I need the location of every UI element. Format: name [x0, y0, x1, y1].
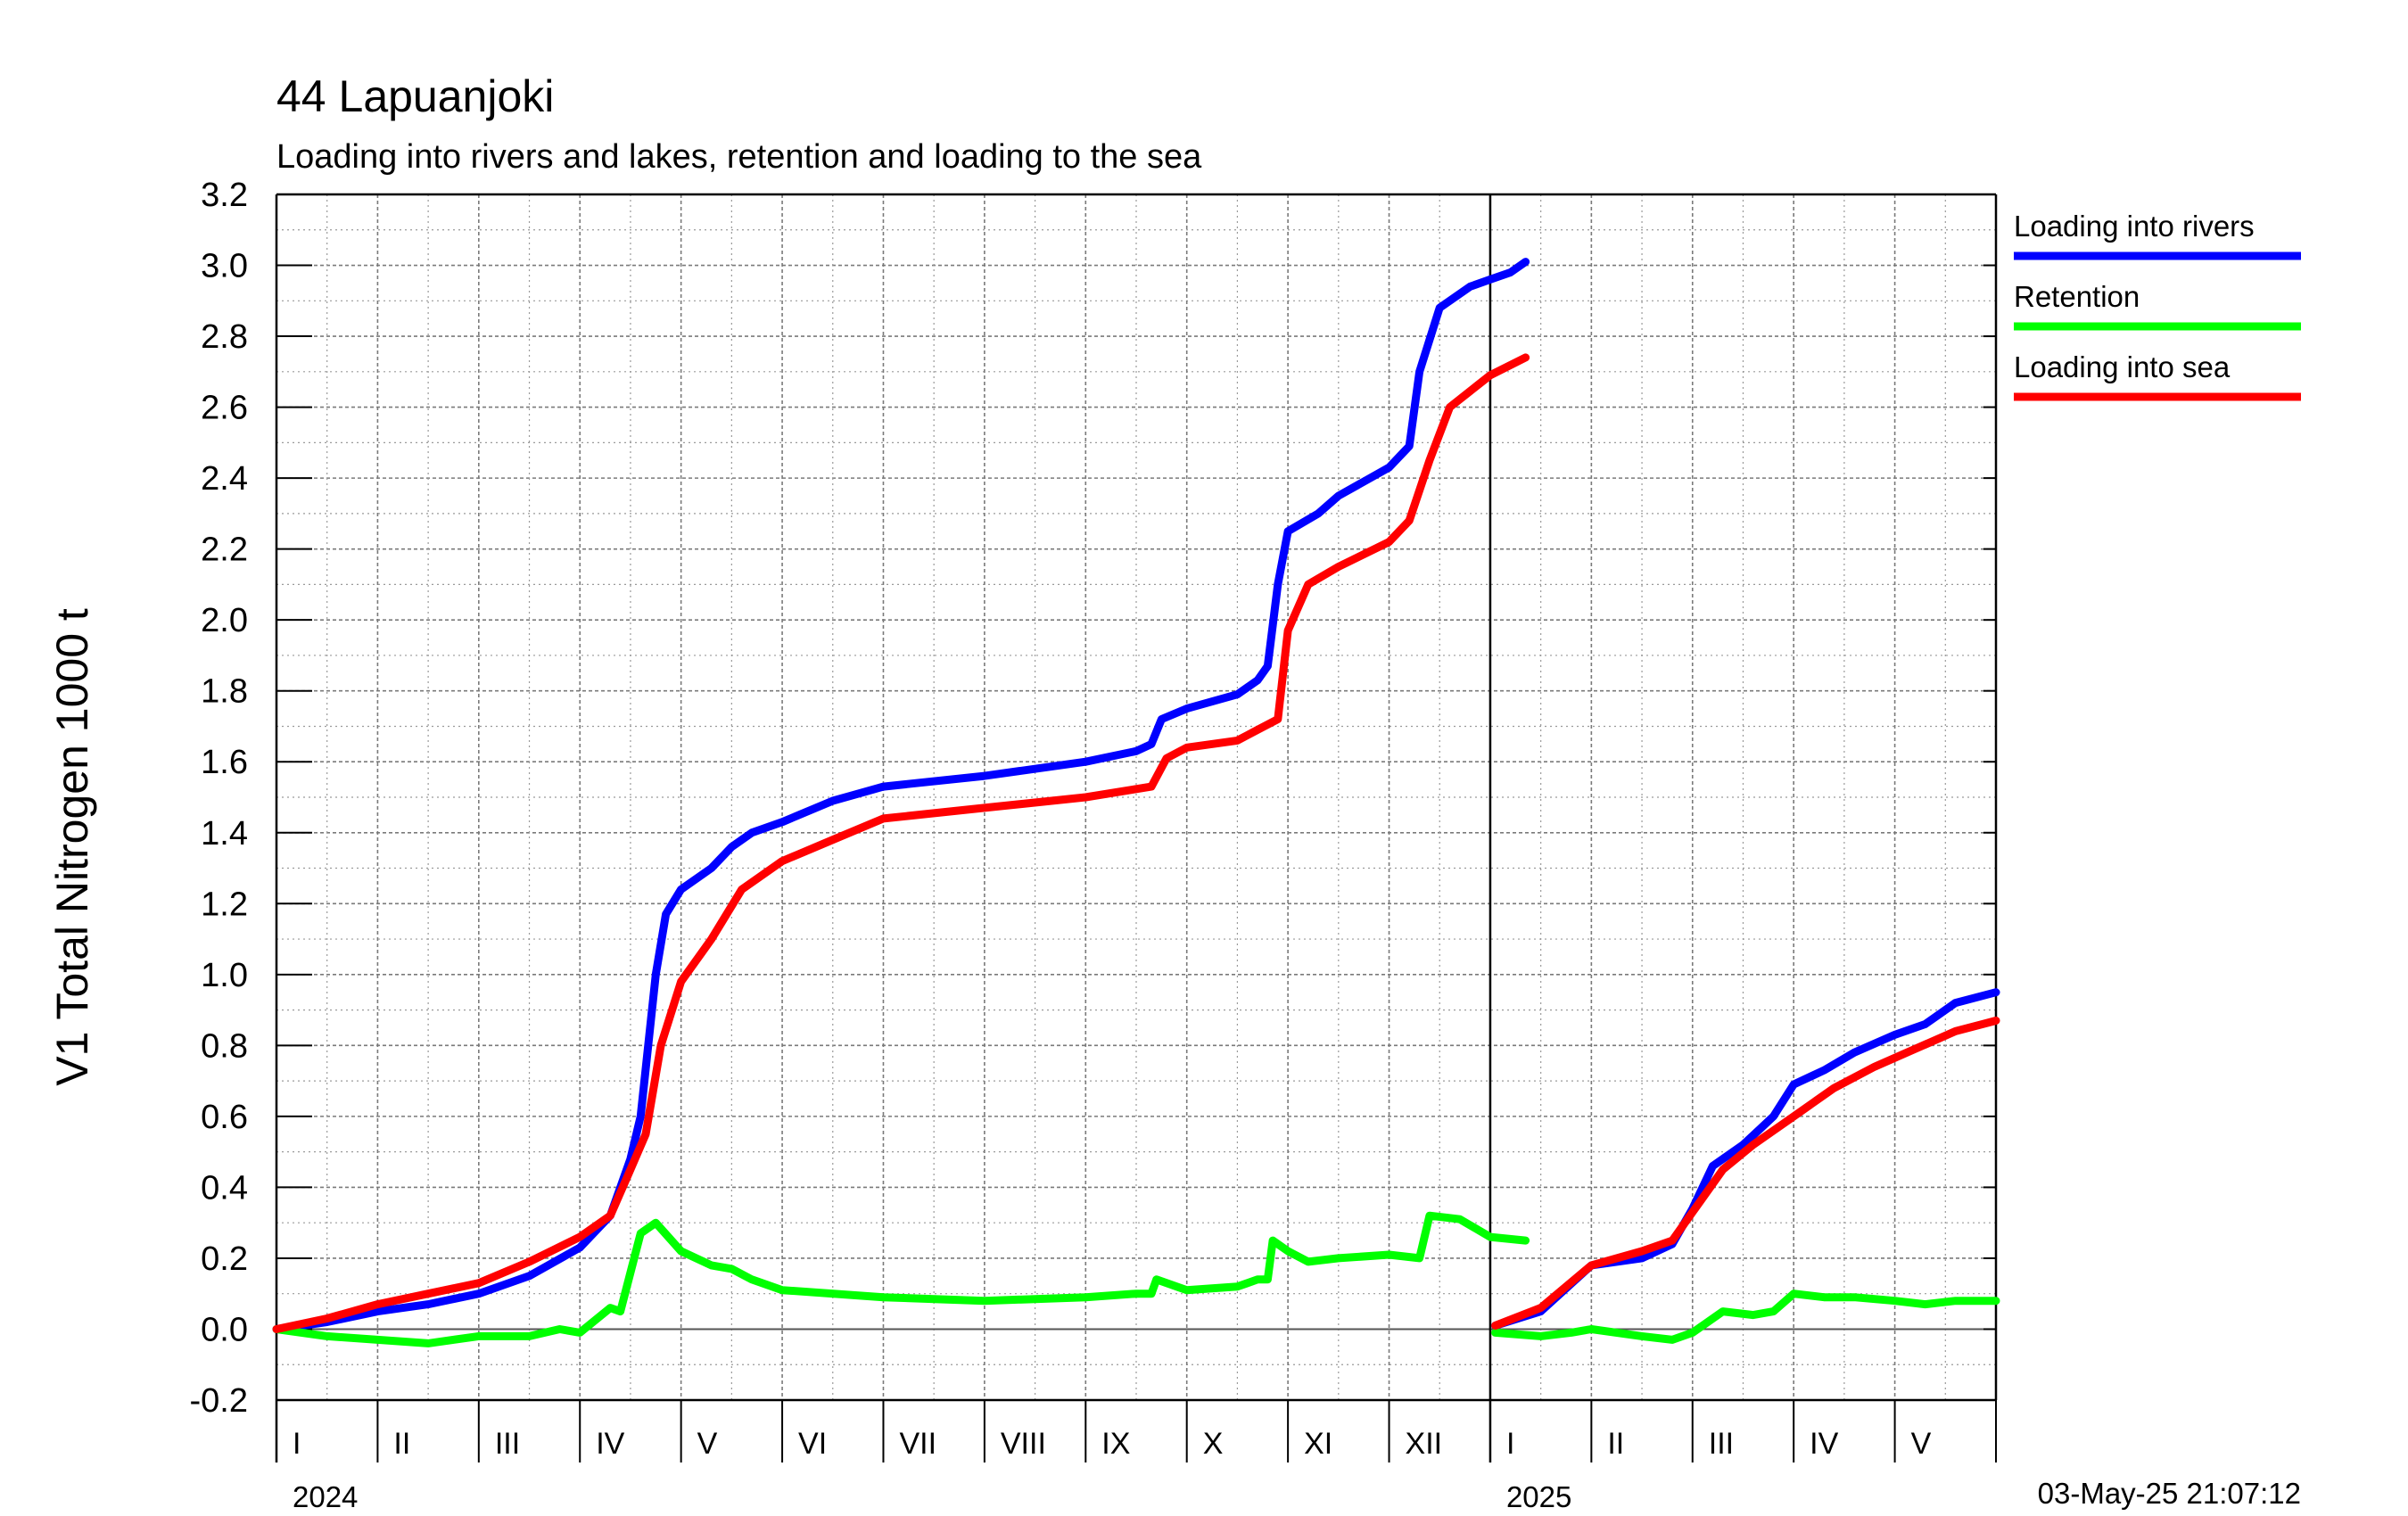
- y-tick-label: 0.8: [201, 1027, 248, 1065]
- series-lines: [272, 258, 2000, 1347]
- legend-label: Retention: [2014, 280, 2140, 313]
- month-label: III: [495, 1427, 520, 1461]
- month-label: I: [293, 1427, 301, 1461]
- month-label: XII: [1406, 1427, 1443, 1461]
- legend-label: Loading into rivers: [2014, 210, 2255, 243]
- month-label: IX: [1101, 1427, 1130, 1461]
- y-tick-label: 1.2: [201, 886, 248, 923]
- month-label: VIII: [1001, 1427, 1046, 1461]
- chart-subtitle: Loading into rivers and lakes, retention…: [276, 138, 1202, 176]
- month-label: V: [697, 1427, 718, 1461]
- month-label: III: [1709, 1427, 1734, 1461]
- y-tick-label: 1.8: [201, 673, 248, 711]
- month-label: II: [1607, 1427, 1624, 1461]
- y-tick-label: 3.2: [201, 177, 248, 214]
- series-line-loading-into-rivers-1: [272, 258, 1530, 1333]
- legend: Loading into rivers Retention Loading into…: [2014, 210, 2301, 401]
- series-line-retention-1: [272, 1211, 1530, 1347]
- series-line-retention-2: [1491, 1289, 2000, 1344]
- month-label: VII: [899, 1427, 936, 1461]
- month-label: VI: [798, 1427, 827, 1461]
- y-tick-label: 0.0: [201, 1311, 248, 1348]
- grid: [276, 194, 1996, 1401]
- y-axis-label: V1 Total Nitrogen 1000 t: [47, 608, 97, 1086]
- y-tick-label: 1.6: [201, 744, 248, 781]
- y-tick-label: 0.4: [201, 1169, 248, 1207]
- y-tick-label: 2.6: [201, 390, 248, 427]
- year-label: 2024: [293, 1480, 358, 1513]
- axes: 3.2 3.0 2.8 2.6 2.4 2.2 2.0 1.8 1.6 1.4 1.2 1.0 0.8 0…: [190, 177, 1998, 1513]
- y-tick-label: 1.0: [201, 957, 248, 994]
- month-label: XI: [1304, 1427, 1332, 1461]
- month-label: IV: [1810, 1427, 1838, 1461]
- y-tick-label: 3.0: [201, 248, 248, 285]
- y-tick-label: 2.8: [201, 318, 248, 356]
- y-tick-label: 2.0: [201, 602, 248, 639]
- legend-label: Loading into sea: [2014, 350, 2231, 383]
- y-tick-label: 2.4: [201, 460, 248, 498]
- month-label: IV: [596, 1427, 624, 1461]
- month-label: I: [1506, 1427, 1514, 1461]
- series-line-loading-into-sea-2: [1491, 1017, 2000, 1330]
- y-tick-label: 0.6: [201, 1099, 248, 1136]
- series-line-loading-into-sea-1: [272, 353, 1530, 1333]
- y-tick-label: -0.2: [190, 1382, 248, 1420]
- timestamp: 03-May-25 21:07:12: [2038, 1477, 2301, 1510]
- y-tick-label: 0.2: [201, 1240, 248, 1278]
- month-label: V: [1911, 1427, 1932, 1461]
- month-label: II: [393, 1427, 410, 1461]
- year-label: 2025: [1506, 1480, 1571, 1513]
- month-label: X: [1203, 1427, 1224, 1461]
- y-tick-label: 2.2: [201, 531, 248, 569]
- y-tick-label: 1.4: [201, 815, 248, 853]
- chart-title: 44 Lapuanjoki: [276, 71, 554, 121]
